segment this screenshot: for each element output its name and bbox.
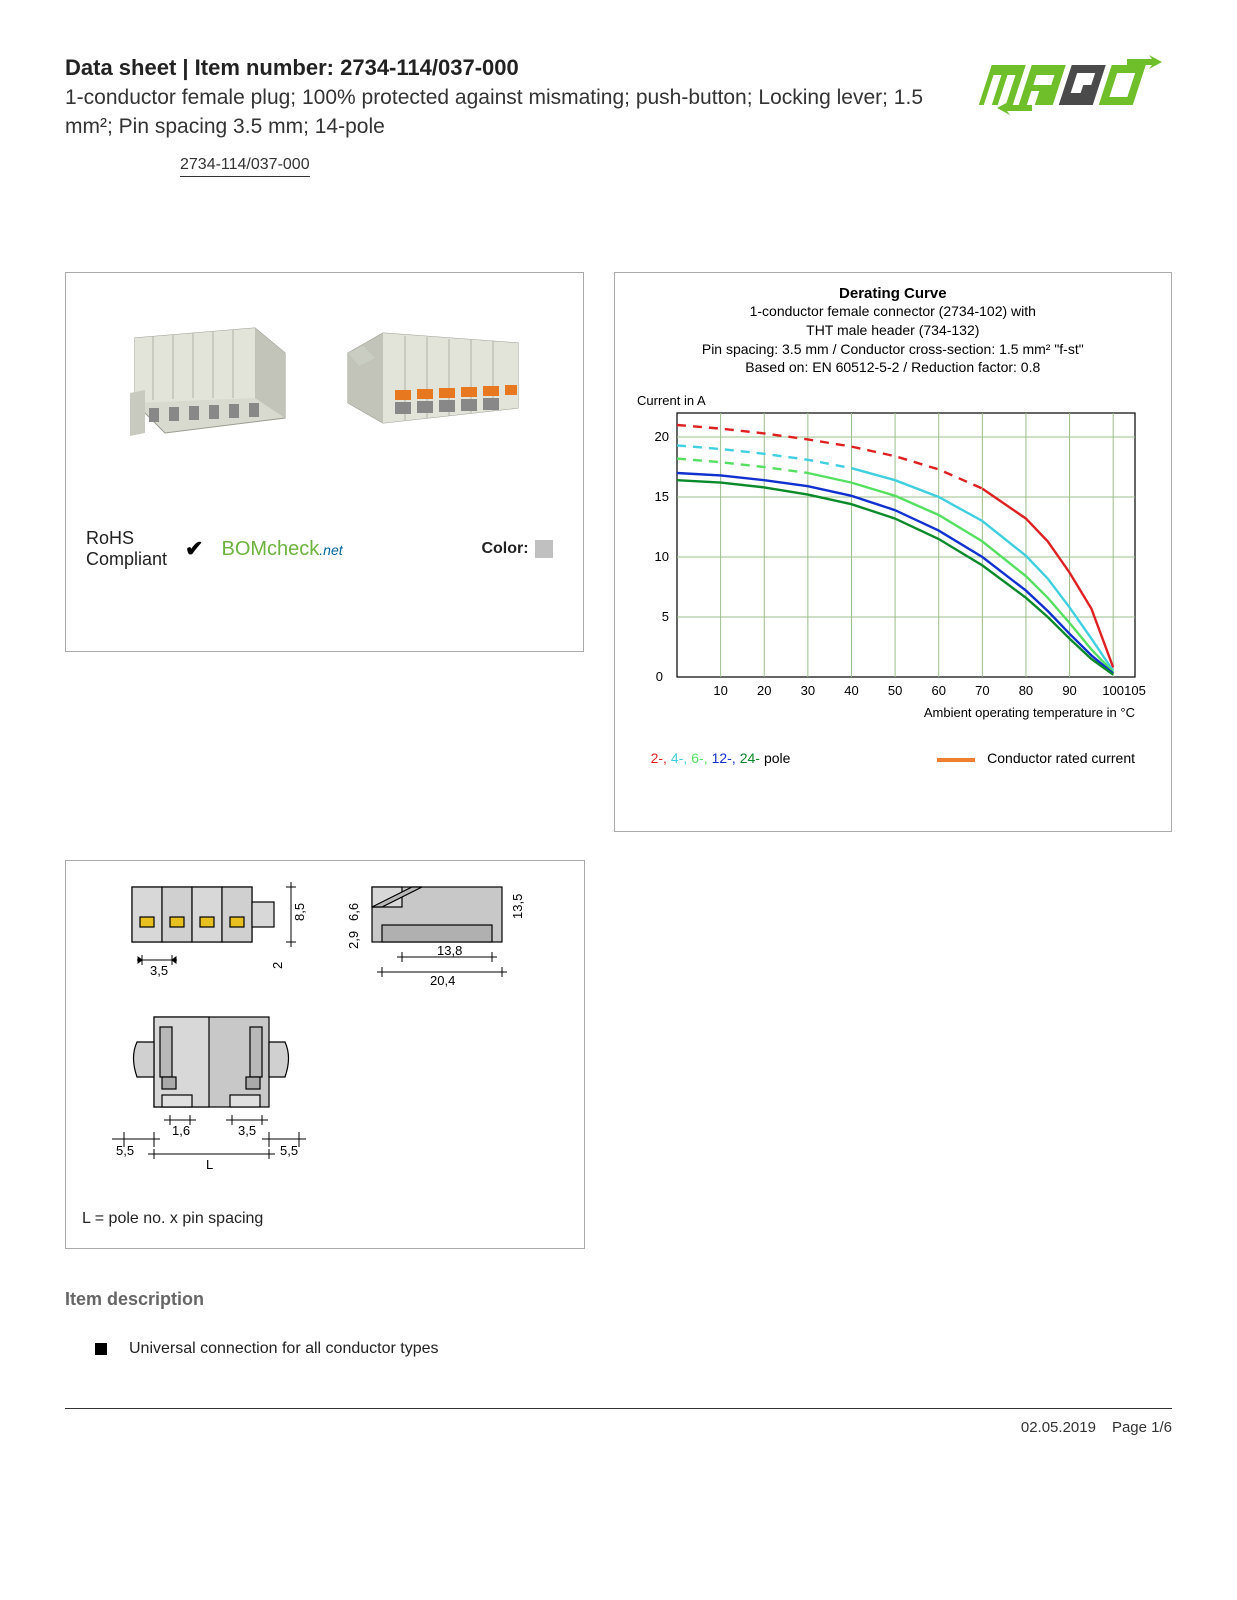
product-images — [86, 293, 563, 473]
bom-mid: check — [267, 538, 319, 560]
legend-pole-item: 12-, — [712, 750, 736, 766]
svg-text:15: 15 — [654, 489, 668, 504]
svg-text:10: 10 — [654, 549, 668, 564]
svg-text:100: 100 — [1102, 683, 1124, 698]
svg-text:30: 30 — [800, 683, 814, 698]
svg-text:70: 70 — [975, 683, 989, 698]
title-prefix: Data sheet | Item number: — [65, 55, 340, 80]
dim-L: L — [206, 1157, 213, 1172]
dim-13-5: 13,5 — [510, 893, 525, 918]
svg-text:40: 40 — [844, 683, 858, 698]
header-text: Data sheet | Item number: 2734-114/037-0… — [65, 55, 957, 177]
header: Data sheet | Item number: 2734-114/037-0… — [65, 55, 1172, 177]
dim-8-5: 8,5 — [292, 903, 307, 921]
check-icon: ✔ — [185, 536, 203, 562]
svg-text:80: 80 — [1018, 683, 1032, 698]
svg-text:Ambient operating temperature: Ambient operating temperature in °C — [923, 705, 1134, 720]
description-list: Universal connection for all conductor t… — [95, 1340, 1172, 1358]
rated-label: Conductor rated current — [987, 750, 1135, 766]
connector-front-icon — [105, 308, 305, 458]
product-panel: RoHS Compliant ✔ BOMcheck.net Color: — [65, 272, 584, 652]
chart-area: Current in A 0 5 10 15 20 10 20 30 40 50 60 70 80 90 10… — [633, 387, 1153, 732]
chart-sub2: THT male header (734-132) — [633, 321, 1153, 340]
dimensions-note: L = pole no. x pin spacing — [82, 1210, 568, 1228]
chart-legend: 2-, 4-, 6-, 12-, 24- pole Conductor rate… — [633, 750, 1153, 766]
page-title: Data sheet | Item number: 2734-114/037-0… — [65, 55, 957, 81]
description-text: Universal connection for all conductor t… — [129, 1340, 439, 1358]
legend-poles: 2-, 4-, 6-, 12-, 24- pole — [651, 750, 791, 766]
dim-5-5a: 5,5 — [116, 1143, 134, 1158]
dimension-drawing-icon: 3,5 8,5 2 6,6 2,9 13,5 13,8 20,4 — [82, 877, 562, 1187]
footer-date: 02.05.2019 — [1021, 1419, 1096, 1436]
derating-chart: Current in A 0 5 10 15 20 10 20 30 40 50 60 70 80 90 10… — [633, 387, 1153, 727]
svg-text:20: 20 — [757, 683, 771, 698]
description-heading: Item description — [65, 1289, 1172, 1310]
legend-rated: Conductor rated current — [937, 750, 1135, 766]
footer-divider — [65, 1408, 1172, 1409]
svg-text:20: 20 — [654, 429, 668, 444]
bullet-icon — [95, 1343, 107, 1355]
description-item: Universal connection for all conductor t… — [95, 1340, 1172, 1358]
chart-sub1: 1-conductor female connector (2734-102) … — [633, 302, 1153, 321]
item-link[interactable]: 2734-114/037-000 — [180, 156, 310, 177]
dim-1-6: 1,6 — [172, 1123, 190, 1138]
svg-text:50: 50 — [887, 683, 901, 698]
chart-sub4: Based on: EN 60512-5-2 / Reduction facto… — [633, 358, 1153, 377]
legend-pole-item: 4-, — [671, 750, 687, 766]
color-label: Color: — [481, 540, 528, 558]
chart-sub3: Pin spacing: 3.5 mm / Conductor cross-se… — [633, 340, 1153, 359]
svg-text:60: 60 — [931, 683, 945, 698]
bom-suffix: .net — [319, 542, 342, 558]
dim-3-5: 3,5 — [150, 963, 168, 978]
footer-page: Page 1/6 — [1112, 1419, 1172, 1436]
dim-6-6: 6,6 — [346, 903, 361, 921]
dim-2-9: 2,9 — [346, 931, 361, 949]
svg-text:105: 105 — [1124, 683, 1146, 698]
dim-3-5b: 3,5 — [238, 1123, 256, 1138]
svg-text:Current in A: Current in A — [637, 393, 706, 408]
svg-text:10: 10 — [713, 683, 727, 698]
title-item-number: 2734-114/037-000 — [340, 55, 519, 80]
wago-logo — [977, 55, 1172, 120]
bomcheck-logo: BOMcheck.net — [221, 538, 342, 561]
connector-back-icon — [323, 308, 543, 458]
svg-text:5: 5 — [661, 609, 668, 624]
dim-2: 2 — [270, 962, 285, 969]
rohs-line2: Compliant — [86, 549, 167, 569]
dim-5-5b: 5,5 — [280, 1143, 298, 1158]
legend-pole-item: 2-, — [651, 750, 667, 766]
subtitle: 1-conductor female plug; 100% protected … — [65, 83, 957, 142]
chart-title: Derating Curve — [633, 285, 1153, 302]
svg-text:90: 90 — [1062, 683, 1076, 698]
color-swatch — [535, 540, 553, 558]
legend-pole-item: 24- — [740, 750, 760, 766]
dim-13-8: 13,8 — [437, 943, 462, 958]
chart-panel: Derating Curve 1-conductor female connec… — [614, 272, 1172, 832]
legend-pole-suffix: pole — [764, 750, 790, 766]
dim-20-4: 20,4 — [430, 973, 455, 988]
bom-prefix: BOM — [221, 538, 267, 560]
panels-row: RoHS Compliant ✔ BOMcheck.net Color: Der… — [65, 272, 1172, 832]
rohs-label: RoHS Compliant — [86, 528, 167, 571]
legend-pole-item: 6-, — [691, 750, 707, 766]
color-label-row: Color: — [481, 540, 552, 558]
footer: 02.05.2019 Page 1/6 — [65, 1419, 1172, 1436]
compliance-row: RoHS Compliant ✔ BOMcheck.net Color: — [86, 528, 563, 571]
rated-swatch-icon — [937, 758, 975, 762]
svg-text:0: 0 — [655, 669, 662, 684]
rohs-line1: RoHS — [86, 528, 134, 548]
dimensions-panel: 3,5 8,5 2 6,6 2,9 13,5 13,8 20,4 — [65, 860, 585, 1249]
